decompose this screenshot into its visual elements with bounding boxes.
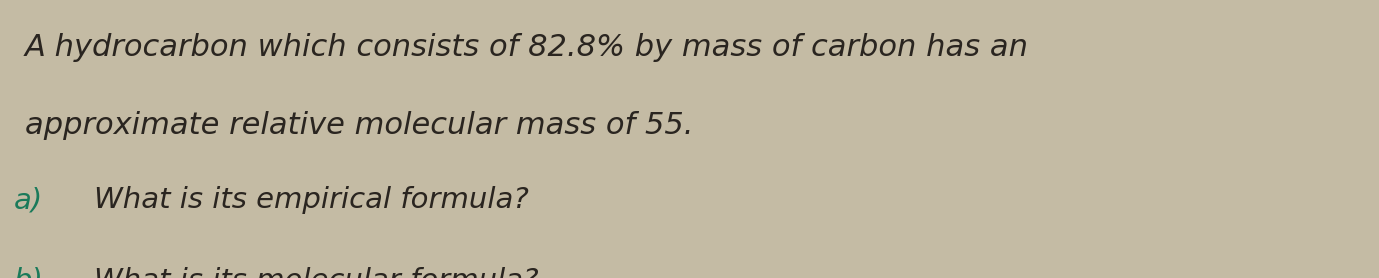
Text: b): b) xyxy=(14,267,44,278)
Text: A hydrocarbon which consists of 82.8% by mass of carbon has an: A hydrocarbon which consists of 82.8% by… xyxy=(25,33,1029,62)
Text: What is its molecular formula?: What is its molecular formula? xyxy=(94,267,538,278)
Text: What is its empirical formula?: What is its empirical formula? xyxy=(94,186,528,214)
Text: a): a) xyxy=(14,186,43,214)
Text: approximate relative molecular mass of 55.: approximate relative molecular mass of 5… xyxy=(25,111,694,140)
